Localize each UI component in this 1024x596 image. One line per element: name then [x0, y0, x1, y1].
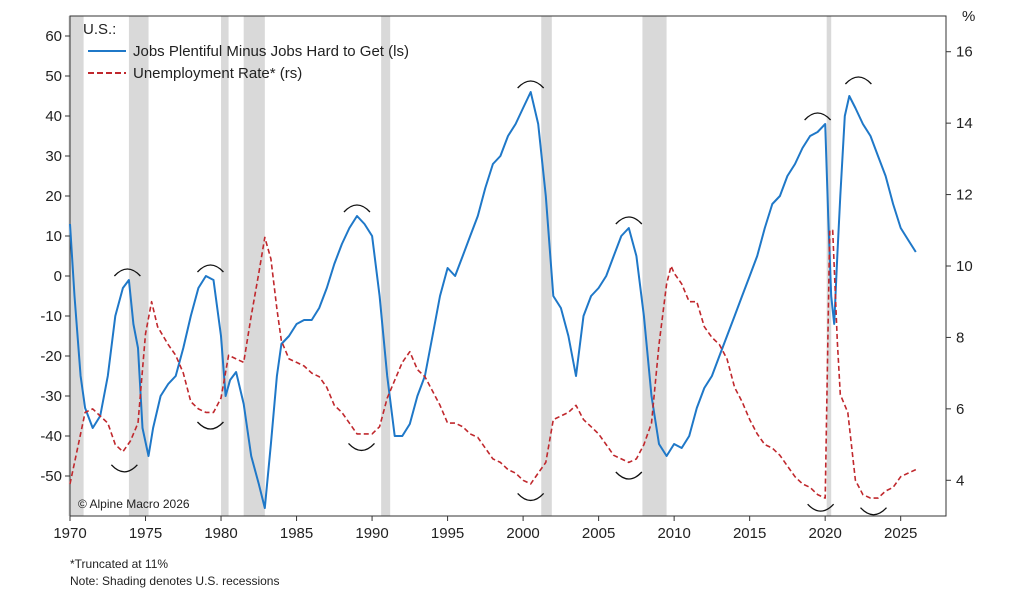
left-tick-label: -30: [40, 388, 62, 405]
peak-arc: [615, 216, 643, 225]
trough-arc: [807, 503, 835, 512]
recession-band: [243, 16, 265, 516]
legend-label-jobs: Jobs Plentiful Minus Jobs Hard to Get (l…: [133, 43, 409, 60]
x-tick-label: 1970: [53, 525, 86, 542]
x-tick-label: 2005: [582, 525, 615, 542]
x-tick-label: 2015: [733, 525, 766, 542]
right-tick-label: 10: [956, 258, 973, 275]
recession-band: [381, 16, 391, 516]
right-tick-label: 14: [956, 115, 973, 132]
x-tick-label: 1980: [204, 525, 237, 542]
left-tick-label: 10: [45, 228, 62, 245]
left-tick-label: -20: [40, 348, 62, 365]
left-y-axis: 60 50 40 30 20 10 0 -10 -20 -30 -40 -50: [40, 28, 70, 485]
peak-arc: [196, 264, 224, 273]
right-tick-label: 16: [956, 44, 973, 61]
plot-frame: [69, 15, 947, 517]
left-tick-label: 50: [45, 68, 62, 85]
x-tick-label: 2025: [884, 525, 917, 542]
right-tick-label: 4: [956, 472, 964, 489]
x-tick-label: 1990: [355, 525, 388, 542]
left-tick-label: 30: [45, 148, 62, 165]
recession-shading: [68, 16, 832, 516]
peak-arc: [113, 268, 141, 277]
left-tick-label: 40: [45, 108, 62, 125]
left-tick-label: -10: [40, 308, 62, 325]
x-tick-label: 1985: [280, 525, 313, 542]
peak-arc: [804, 112, 832, 121]
series-layer: [69, 91, 917, 509]
chart-title: U.S.:: [83, 21, 116, 38]
right-axis-unit: %: [962, 8, 975, 25]
right-tick-label: 6: [956, 401, 964, 418]
trough-arc: [110, 464, 138, 473]
chart-svg: 1970 1975 1980 1985 1990 1995 2000 2005 2010 2015…: [40, 8, 975, 542]
trough-arc: [860, 507, 887, 516]
recession-band: [128, 16, 149, 516]
left-tick-label: 0: [54, 268, 62, 285]
trough-arc: [348, 442, 375, 452]
x-tick-label: 2020: [808, 525, 841, 542]
peak-arc: [517, 80, 545, 89]
x-tick-label: 2000: [506, 525, 539, 542]
left-tick-label: -50: [40, 468, 62, 485]
x-tick-label: 1975: [129, 525, 162, 542]
unemployment-series-line: [69, 229, 917, 499]
trough-arc: [615, 471, 643, 480]
trough-arc: [196, 421, 224, 430]
jobs-series-line: [69, 91, 917, 509]
left-tick-label: 60: [45, 28, 62, 45]
annotation-arcs: [110, 76, 887, 516]
x-axis: 1970 1975 1980 1985 1990 1995 2000 2005 2010 2015…: [53, 516, 917, 542]
x-tick-label: 1995: [431, 525, 464, 542]
recession-band: [541, 16, 552, 516]
credit-text: © Alpine Macro 2026: [78, 497, 190, 511]
recession-band: [68, 16, 84, 516]
left-tick-label: 20: [45, 188, 62, 205]
left-tick-label: -40: [40, 428, 62, 445]
footnotes: *Truncated at 11% Note: Shading denotes …: [70, 556, 279, 590]
right-y-axis: 16 14 12 10 8 6 4: [946, 44, 973, 489]
peak-arc: [343, 204, 371, 213]
truncation-note: *Truncated at 11%: [70, 557, 169, 571]
shading-note: Note: Shading denotes U.S. recessions: [70, 574, 280, 588]
legend: U.S.: Jobs Plentiful Minus Jobs Hard to …: [83, 21, 409, 82]
right-tick-label: 8: [956, 329, 964, 346]
peak-arc: [844, 76, 872, 85]
right-tick-label: 12: [956, 187, 973, 204]
trough-arc: [517, 492, 545, 502]
legend-label-unemployment: Unemployment Rate* (rs): [133, 65, 302, 82]
x-tick-label: 2010: [657, 525, 690, 542]
recession-band: [221, 16, 229, 516]
recession-band: [642, 16, 667, 516]
